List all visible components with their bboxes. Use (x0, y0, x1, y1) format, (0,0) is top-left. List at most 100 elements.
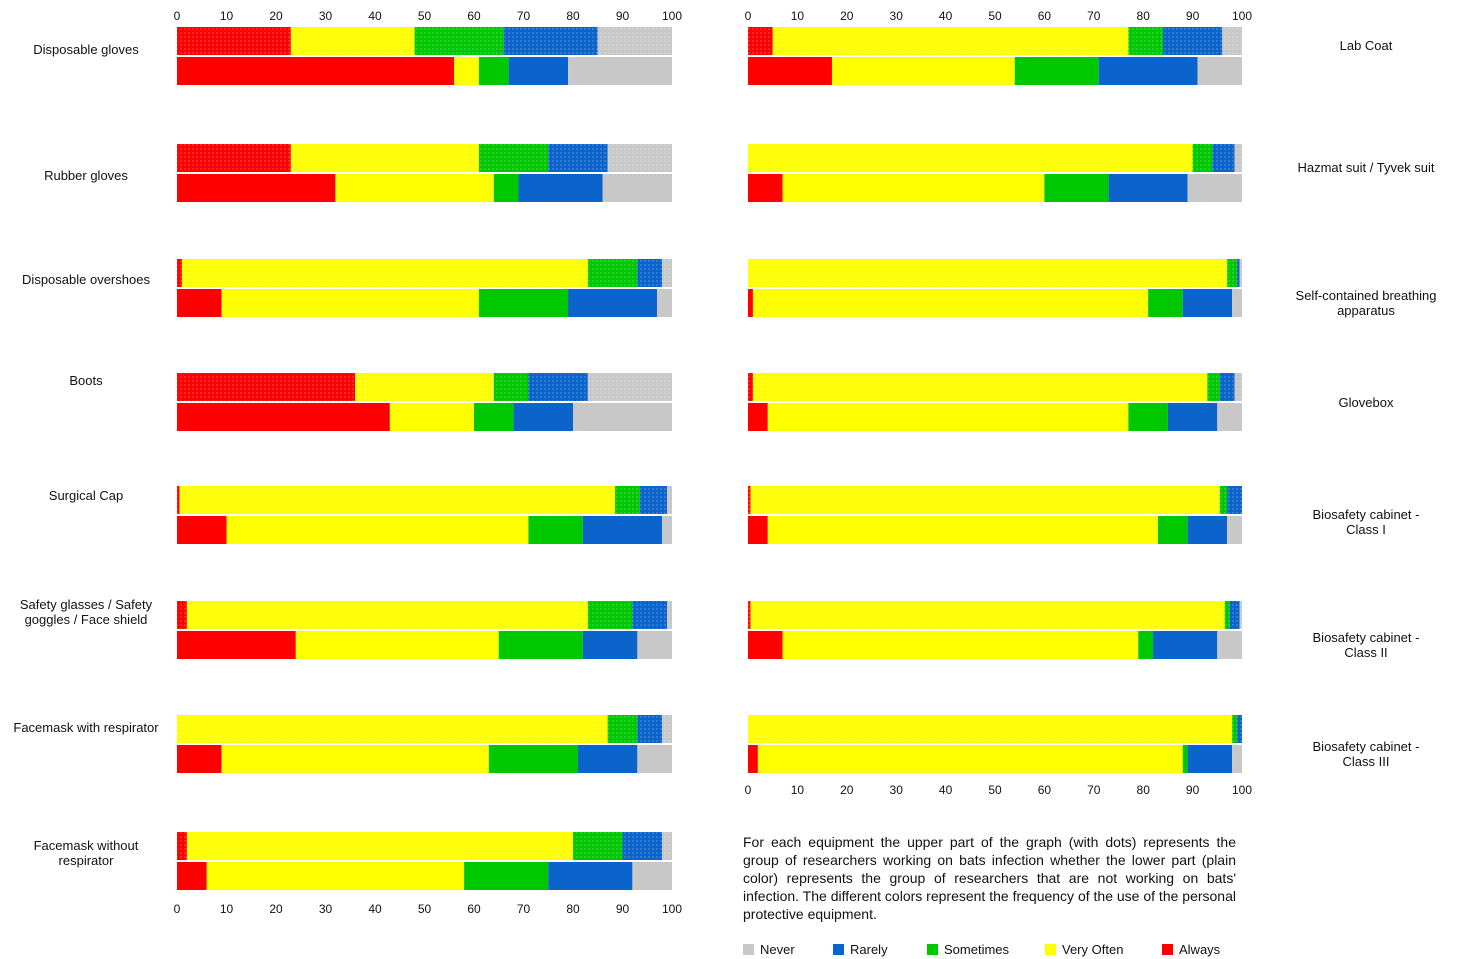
bar-segment-non-bats-never (637, 745, 672, 773)
bar-segment-non-bats-sometimes (1138, 631, 1154, 659)
bar-segment-bats-always (748, 601, 751, 629)
x-tick-label: 60 (467, 9, 481, 23)
bar-segment-non-bats-never (573, 403, 672, 431)
equipment-label: Facemask with respirator (13, 720, 159, 735)
bar-segment-bats-rarely (637, 259, 663, 287)
bar-segment-non-bats-never (1217, 631, 1242, 659)
bar-segment-bats-sometimes (1224, 601, 1230, 629)
bar-segment-non-bats-sometimes (478, 289, 569, 317)
equipment-label: Disposable overshoes (22, 272, 150, 287)
bar-segment-non-bats-rarely (582, 516, 663, 544)
bar-segment-non-bats-rarely (513, 403, 573, 431)
bar-group-disposable-overshoes (177, 259, 672, 317)
x-tick-label: 20 (840, 9, 854, 23)
bar-segment-non-bats-rarely (577, 745, 638, 773)
bar-segment-non-bats-sometimes (474, 403, 514, 431)
bar-segment-non-bats-never (662, 516, 672, 544)
equipment-label: Rubber gloves (44, 168, 128, 183)
bar-segment-bats-very-often (177, 715, 608, 743)
legend-item-sometimes: Sometimes (927, 941, 1009, 957)
bar-segment-bats-sometimes (1232, 715, 1238, 743)
bar-segment-bats-rarely (1219, 373, 1235, 401)
legend-label-sometimes: Sometimes (944, 942, 1010, 958)
bar-segment-non-bats-never (1187, 174, 1242, 202)
x-tick-label: 10 (220, 902, 234, 916)
bar-segment-non-bats-rarely (518, 174, 603, 202)
bar-segment-non-bats-never (1197, 57, 1242, 85)
legend-label-never: Never (760, 942, 795, 958)
bar-segment-bats-very-often (752, 373, 1208, 401)
bar-segment-non-bats-rarely (1167, 403, 1218, 431)
bar-segment-bats-never (662, 832, 672, 860)
legend-swatch-never (743, 944, 754, 956)
legend-swatch-rarely (833, 944, 844, 956)
bar-segment-bats-always (177, 373, 356, 401)
bar-segment-bats-rarely (637, 715, 663, 743)
bar-segment-non-bats-sometimes (493, 174, 519, 202)
x-tick-label: 30 (890, 9, 904, 23)
bar-segment-bats-very-often (772, 27, 1129, 55)
x-tick-label: 90 (616, 902, 630, 916)
bar-segment-non-bats-very-often (295, 631, 499, 659)
bar-segment-non-bats-very-often (752, 289, 1149, 317)
x-tick-label: 0 (745, 783, 752, 797)
x-tick-label: 0 (745, 9, 752, 23)
legend-swatch-always (1162, 944, 1173, 956)
x-tick-label: 90 (1186, 783, 1200, 797)
bar-segment-bats-never (587, 373, 672, 401)
x-tick-label: 20 (269, 902, 283, 916)
bar-segment-non-bats-very-often (206, 862, 465, 890)
bar-segment-non-bats-rarely (508, 57, 569, 85)
x-tick-label: 70 (1087, 783, 1101, 797)
bar-segment-bats-never (1239, 259, 1242, 287)
x-tick-label: 40 (368, 902, 382, 916)
bar-segment-non-bats-sometimes (1182, 745, 1188, 773)
x-tick-label: 100 (1232, 9, 1252, 23)
x-tick-label: 60 (1038, 783, 1052, 797)
x-tick-label: 80 (566, 9, 580, 23)
x-tick-label: 10 (220, 9, 234, 23)
bar-segment-bats-always (177, 259, 182, 287)
bar-segment-bats-sometimes (573, 832, 623, 860)
bar-segment-non-bats-always (177, 174, 336, 202)
x-tick-label: 30 (890, 783, 904, 797)
bar-segment-bats-very-often (748, 259, 1228, 287)
bar-segment-bats-sometimes (478, 144, 549, 172)
x-tick-label: 10 (791, 9, 805, 23)
bar-segment-non-bats-never (1232, 745, 1242, 773)
equipment-label: Facemask without respirator (34, 838, 139, 868)
bar-group-boots (177, 373, 672, 431)
bar-segment-non-bats-rarely (582, 631, 638, 659)
bar-segment-bats-very-often (750, 486, 1220, 514)
bar-segment-non-bats-sometimes (488, 745, 578, 773)
bar-segment-non-bats-very-often (454, 57, 479, 85)
bar-group-biosafety-cabinet-class-iii (748, 715, 1242, 773)
bar-segment-bats-rarely (503, 27, 598, 55)
legend-item-always: Always (1162, 941, 1220, 957)
legend-swatch-very-often (1045, 944, 1056, 956)
bar-segment-bats-sometimes (607, 715, 638, 743)
bar-segment-bats-rarely (1237, 715, 1242, 743)
x-tick-label: 70 (517, 902, 531, 916)
bar-segment-bats-sometimes (1128, 27, 1163, 55)
bar-segment-bats-always (177, 832, 187, 860)
legend-label-very-often: Very Often (1062, 942, 1124, 958)
bar-segment-non-bats-very-often (221, 745, 489, 773)
bar-segment-bats-always (177, 486, 180, 514)
bar-group-biosafety-cabinet-class-ii (748, 601, 1242, 659)
bar-segment-non-bats-always (177, 57, 455, 85)
x-tick-label: 80 (1137, 783, 1151, 797)
bar-segment-bats-sometimes (1227, 259, 1238, 287)
bar-group-disposable-gloves (177, 27, 672, 85)
legend-item-very-often: Very Often (1045, 941, 1123, 957)
legend-label-always: Always (1179, 942, 1221, 958)
bar-segment-non-bats-sometimes (478, 57, 509, 85)
bar-segment-bats-never (667, 486, 672, 514)
equipment-label: Lab Coat (1340, 38, 1393, 53)
bar-segment-non-bats-always (748, 403, 768, 431)
x-tick-label: 90 (616, 9, 630, 23)
bar-segment-non-bats-never (568, 57, 672, 85)
bar-segment-bats-rarely (632, 601, 668, 629)
bar-segment-bats-very-often (179, 486, 616, 514)
